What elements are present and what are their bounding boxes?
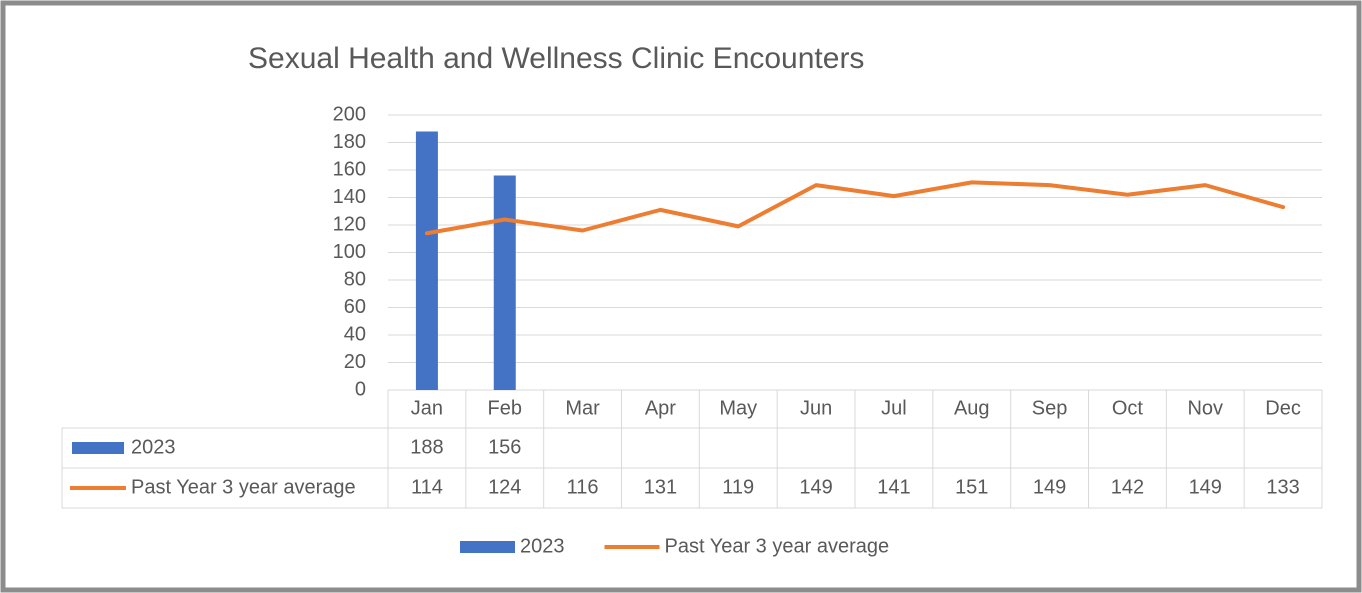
- legend-label: 2023: [520, 535, 565, 557]
- x-tick-label: Jan: [411, 397, 443, 419]
- table-value: 124: [488, 476, 521, 498]
- x-tick-label: Feb: [488, 397, 522, 419]
- table-value: 114: [411, 476, 443, 498]
- chart-title: Sexual Health and Wellness Clinic Encoun…: [248, 42, 864, 75]
- table-value: 116: [567, 476, 599, 498]
- x-tick-label: May: [719, 397, 757, 419]
- line: [424, 180, 1286, 236]
- table-value: 119: [722, 476, 754, 498]
- table-value: 131: [644, 476, 677, 498]
- y-tick-label: 60: [344, 296, 366, 318]
- y-tick-label: 160: [333, 158, 366, 180]
- x-tick-label: Aug: [954, 397, 990, 419]
- table-value: 133: [1266, 476, 1299, 498]
- table-value: 188: [410, 436, 443, 458]
- table-value: 156: [488, 436, 521, 458]
- table-value: 149: [1189, 476, 1222, 498]
- table-value: 141: [877, 476, 910, 498]
- x-tick-label: Mar: [565, 397, 600, 419]
- table-value: 151: [955, 476, 988, 498]
- x-tick-label: Apr: [645, 397, 676, 419]
- legend-label: Past Year 3 year average: [665, 535, 890, 557]
- table-value: 149: [799, 476, 832, 498]
- y-tick-label: 100: [333, 241, 366, 263]
- y-tick-label: 80: [344, 268, 366, 290]
- table-series-name: Past Year 3 year average: [131, 476, 356, 498]
- y-tick-label: 180: [333, 131, 366, 153]
- y-tick-label: 120: [333, 213, 366, 235]
- y-tick-label: 40: [344, 323, 366, 345]
- y-tick-label: 0: [355, 378, 366, 400]
- y-tick-label: 20: [344, 351, 366, 373]
- table-series-name: 2023: [131, 436, 176, 458]
- table-value: 142: [1111, 476, 1144, 498]
- y-tick-label: 200: [333, 103, 366, 125]
- x-tick-label: Dec: [1265, 397, 1301, 419]
- table-value: 149: [1033, 476, 1066, 498]
- table-legend-key: [72, 442, 124, 454]
- bar: [415, 131, 438, 390]
- x-tick-label: Oct: [1112, 397, 1144, 419]
- bar: [493, 175, 516, 390]
- y-tick-label: 140: [333, 186, 366, 208]
- legend-key: [460, 541, 515, 553]
- x-tick-label: Jul: [881, 397, 907, 419]
- x-tick-label: Nov: [1187, 397, 1223, 419]
- x-tick-label: Jun: [800, 397, 832, 419]
- x-tick-label: Sep: [1032, 397, 1068, 419]
